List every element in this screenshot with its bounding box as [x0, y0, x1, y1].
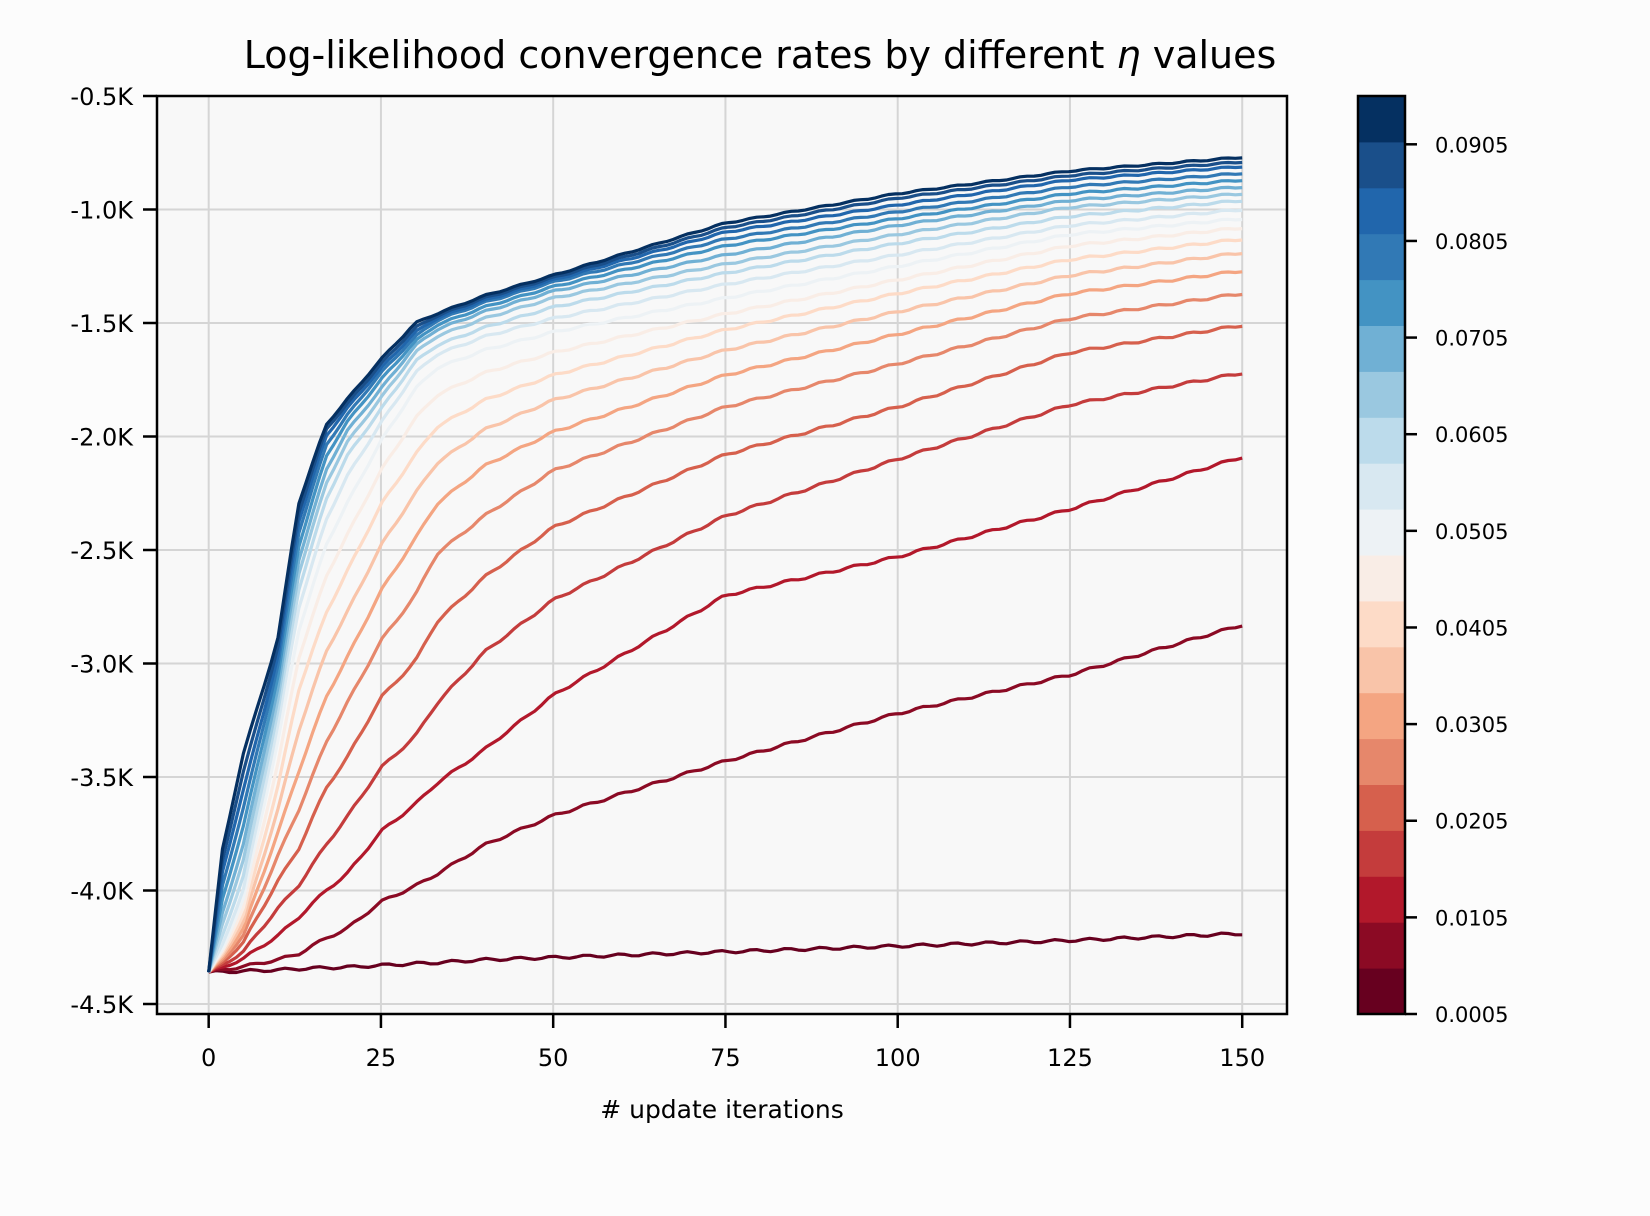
- x-axis: 0 25 50 75 100 125 150: [201, 1014, 1265, 1072]
- colorbar-segment: [1358, 141, 1405, 189]
- colorbar-tick-label: 0.0805: [1435, 230, 1508, 254]
- colorbar-segment: [1358, 555, 1405, 602]
- series-line-eta-0.0855: [207, 165, 1243, 973]
- y-tick-label: -3.5K: [70, 764, 134, 792]
- colorbar-tick-label: 0.0605: [1435, 423, 1508, 447]
- colorbar-segment: [1358, 784, 1405, 831]
- y-axis: -0.5K -1.0K -1.5K -2.0K -2.5K -3.0K -3.5K -4.0K…: [70, 83, 157, 1019]
- series-line-eta-0.0355: [207, 252, 1243, 974]
- y-tick-label: -1.0K: [70, 197, 134, 225]
- series-line-eta-0.0655: [207, 192, 1243, 973]
- series-line-eta-0.0755: [207, 179, 1243, 973]
- y-tick-label: -4.0K: [70, 878, 134, 906]
- y-tick-label: -4.5K: [70, 991, 134, 1019]
- y-tick-label: -3.0K: [70, 651, 134, 679]
- x-tick-label: 150: [1219, 1044, 1265, 1072]
- series-line-eta-0.0405: [207, 238, 1243, 974]
- colorbar-tick-label: 0.0905: [1435, 133, 1508, 157]
- colorbar-segment: [1358, 509, 1405, 556]
- x-tick-label: 100: [875, 1044, 921, 1072]
- colorbar-segment: [1358, 417, 1405, 464]
- series-line-eta-0.0455: [207, 227, 1243, 974]
- x-tick-label: 75: [710, 1044, 741, 1072]
- colorbar-segment: [1358, 233, 1405, 281]
- colorbar-segment: [1358, 371, 1405, 418]
- colorbar-segment: [1358, 600, 1405, 648]
- x-tick-label: 25: [366, 1044, 397, 1072]
- colorbar-tick-label: 0.0205: [1435, 810, 1508, 834]
- series-line-eta-0.0705: [207, 185, 1243, 973]
- colorbar-tick-label: 0.0505: [1435, 520, 1508, 544]
- title-eta-symbol: η: [1117, 33, 1141, 77]
- series-line-eta-0.0805: [207, 172, 1243, 973]
- series-line-eta-0.0255: [207, 292, 1243, 974]
- series-line-eta-0.0105: [207, 456, 1243, 974]
- colorbar-segment: [1358, 325, 1405, 372]
- title-text-suffix: values: [1141, 33, 1277, 77]
- colorbar-frame: [1356, 94, 1407, 1016]
- x-axis-label: # update iterations: [600, 1095, 844, 1124]
- axes-frame: [155, 94, 1289, 1016]
- chart-title: Log-likelihood convergence rates by diff…: [244, 33, 1277, 77]
- colorbar-tick-label: 0.0005: [1435, 1003, 1508, 1027]
- series-line-eta-0.0155: [207, 372, 1243, 974]
- plot-area: [157, 96, 1287, 1014]
- colorbar-segment: [1358, 922, 1405, 969]
- colorbar-segment: [1358, 738, 1405, 785]
- series-line-eta-0.0905: [207, 160, 1243, 973]
- colorbar-segment: [1358, 968, 1405, 1015]
- series-line-eta-0.0955: [207, 156, 1243, 973]
- colorbar-segment: [1358, 876, 1405, 923]
- series-line-eta-0.0305: [207, 270, 1243, 974]
- colorbar-segment: [1358, 96, 1405, 143]
- colorbar-segment: [1358, 830, 1405, 877]
- title-text-prefix: Log-likelihood convergence rates by diff…: [244, 33, 1117, 77]
- y-tick-label: -2.0K: [70, 424, 134, 452]
- gridlines: [157, 96, 1287, 1014]
- colorbar-segment: [1358, 279, 1405, 326]
- colorbar-segment: [1358, 646, 1405, 694]
- colorbar-segment: [1358, 187, 1405, 235]
- colorbar: 0.0005 0.0105 0.0205 0.0305 0.0405 0.0505 0.06…: [1356, 94, 1508, 1027]
- colorbar-tick-label: 0.0305: [1435, 713, 1508, 737]
- y-tick-label: -2.5K: [70, 537, 134, 565]
- series-line-eta-0.0505: [207, 217, 1243, 973]
- colorbar-tick-label: 0.0105: [1435, 906, 1508, 930]
- colorbar-tick-label: 0.0705: [1435, 327, 1508, 351]
- y-tick-label: -1.5K: [70, 310, 134, 338]
- series-line-eta-0.0005: [208, 931, 1243, 975]
- series-line-eta-0.0605: [207, 199, 1243, 973]
- x-tick-label: 125: [1047, 1044, 1093, 1072]
- x-tick-label: 50: [538, 1044, 569, 1072]
- x-tick-label: 0: [201, 1044, 216, 1072]
- colorbar-segment: [1358, 463, 1405, 510]
- series-line-eta-0.0555: [207, 208, 1243, 973]
- colorbar-tick-label: 0.0405: [1435, 616, 1508, 640]
- series-lines: [207, 156, 1243, 975]
- series-line-eta-0.0055: [208, 624, 1243, 974]
- series-line-eta-0.0205: [207, 324, 1243, 974]
- colorbar-segment: [1358, 692, 1405, 740]
- y-tick-label: -0.5K: [70, 83, 134, 111]
